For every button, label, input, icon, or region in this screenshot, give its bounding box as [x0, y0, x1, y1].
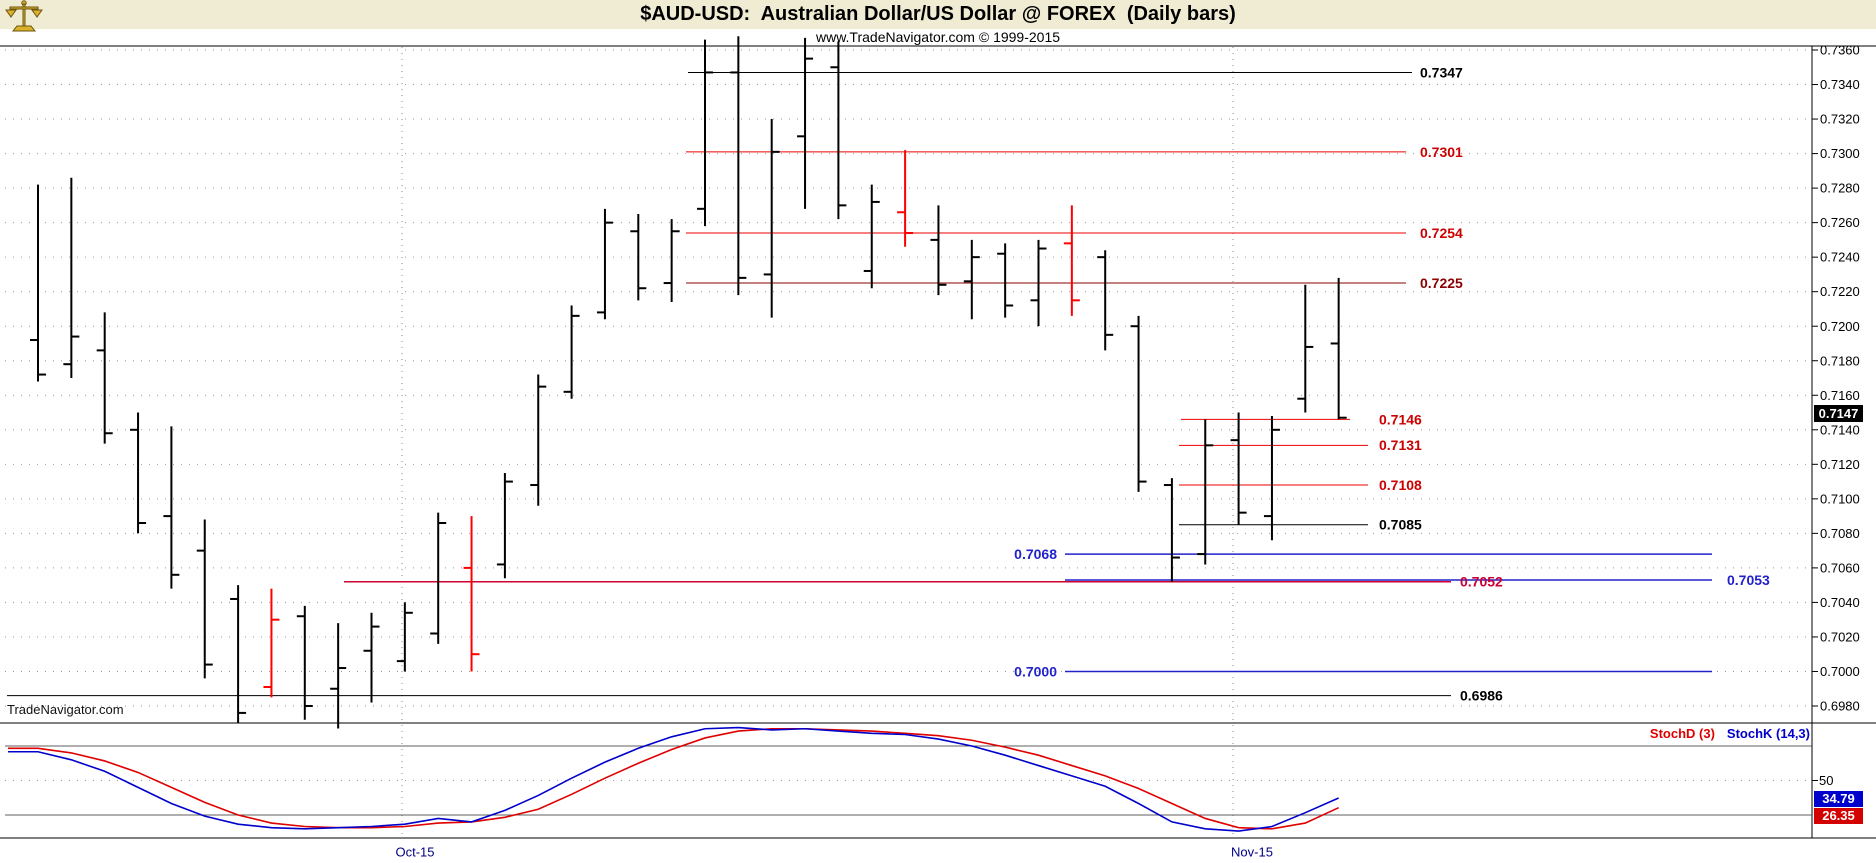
- y-axis-tick-label: 0.7280: [1820, 181, 1860, 196]
- price-level-label: 0.7052: [1460, 574, 1503, 590]
- last-price-badge: 0.7147: [1814, 405, 1863, 422]
- y-axis-tick-label: 0.7260: [1820, 215, 1860, 230]
- title-bar: $AUD-USD: Australian Dollar/US Dollar @ …: [0, 0, 1876, 32]
- y-axis-tick-label: 0.7320: [1820, 112, 1860, 127]
- y-axis-tick-label: 0.7180: [1820, 353, 1860, 368]
- price-level-label: 0.6986: [1460, 688, 1503, 704]
- y-axis-tick-label: 0.7000: [1820, 664, 1860, 679]
- y-axis-tick-label: 0.7060: [1820, 560, 1860, 575]
- tradenavigator-logo-icon[interactable]: [4, 0, 44, 33]
- price-level-label: 0.7000: [1014, 663, 1057, 679]
- x-axis-label: Nov-15: [1231, 845, 1273, 860]
- price-level-label: 0.7131: [1379, 437, 1422, 453]
- price-level-label: 0.7347: [1420, 64, 1463, 80]
- watermark: TradeNavigator.com: [7, 702, 124, 717]
- chart-title: $AUD-USD: Australian Dollar/US Dollar @ …: [640, 3, 1236, 25]
- stoch-d-line: [8, 727, 1339, 830]
- price-level-label: 0.7254: [1420, 225, 1463, 241]
- y-axis-tick-label: 0.7100: [1820, 491, 1860, 506]
- stoch-mid-scale-label: 50: [1819, 773, 1834, 788]
- stochk-value-badge: 34.79: [1814, 791, 1863, 807]
- stochd-legend-label[interactable]: StochD (3): [1649, 726, 1715, 741]
- price-level-label: 0.7085: [1379, 517, 1422, 533]
- y-axis-tick-label: 0.7020: [1820, 629, 1860, 644]
- y-axis-tick-label: 0.7360: [1820, 43, 1860, 58]
- y-axis-tick-label: 0.6980: [1820, 699, 1860, 714]
- y-axis-tick-label: 0.7140: [1820, 422, 1860, 437]
- y-axis-tick-label: 0.7200: [1820, 319, 1860, 334]
- stochd-value-badge: 26.35: [1814, 808, 1863, 824]
- y-axis-tick-label: 0.7160: [1820, 388, 1860, 403]
- indicator-legend: StochD (3) StochK (14,3): [1650, 726, 1810, 741]
- stochk-legend-label[interactable]: StochK (14,3): [1726, 726, 1810, 741]
- stoch-k-line: [8, 726, 1339, 832]
- y-axis-tick-label: 0.7040: [1820, 595, 1860, 610]
- y-axis-tick-label: 0.7300: [1820, 146, 1860, 161]
- price-level-label: 0.7053: [1727, 572, 1770, 588]
- y-axis-tick-label: 0.7080: [1820, 526, 1860, 541]
- price-level-label: 0.7225: [1420, 275, 1463, 291]
- x-axis-label: Oct-15: [395, 845, 434, 860]
- y-axis-tick-label: 0.7220: [1820, 284, 1860, 299]
- price-level-label: 0.7068: [1014, 546, 1057, 562]
- y-axis-tick-label: 0.7340: [1820, 77, 1860, 92]
- y-axis-tick-label: 0.7120: [1820, 457, 1860, 472]
- y-axis-tick-label: 0.7240: [1820, 250, 1860, 265]
- price-level-label: 0.7108: [1379, 477, 1422, 493]
- price-level-label: 0.7146: [1379, 411, 1422, 427]
- chart-subtitle: www.TradeNavigator.com © 1999-2015: [815, 29, 1061, 45]
- price-level-label: 0.7301: [1420, 144, 1463, 160]
